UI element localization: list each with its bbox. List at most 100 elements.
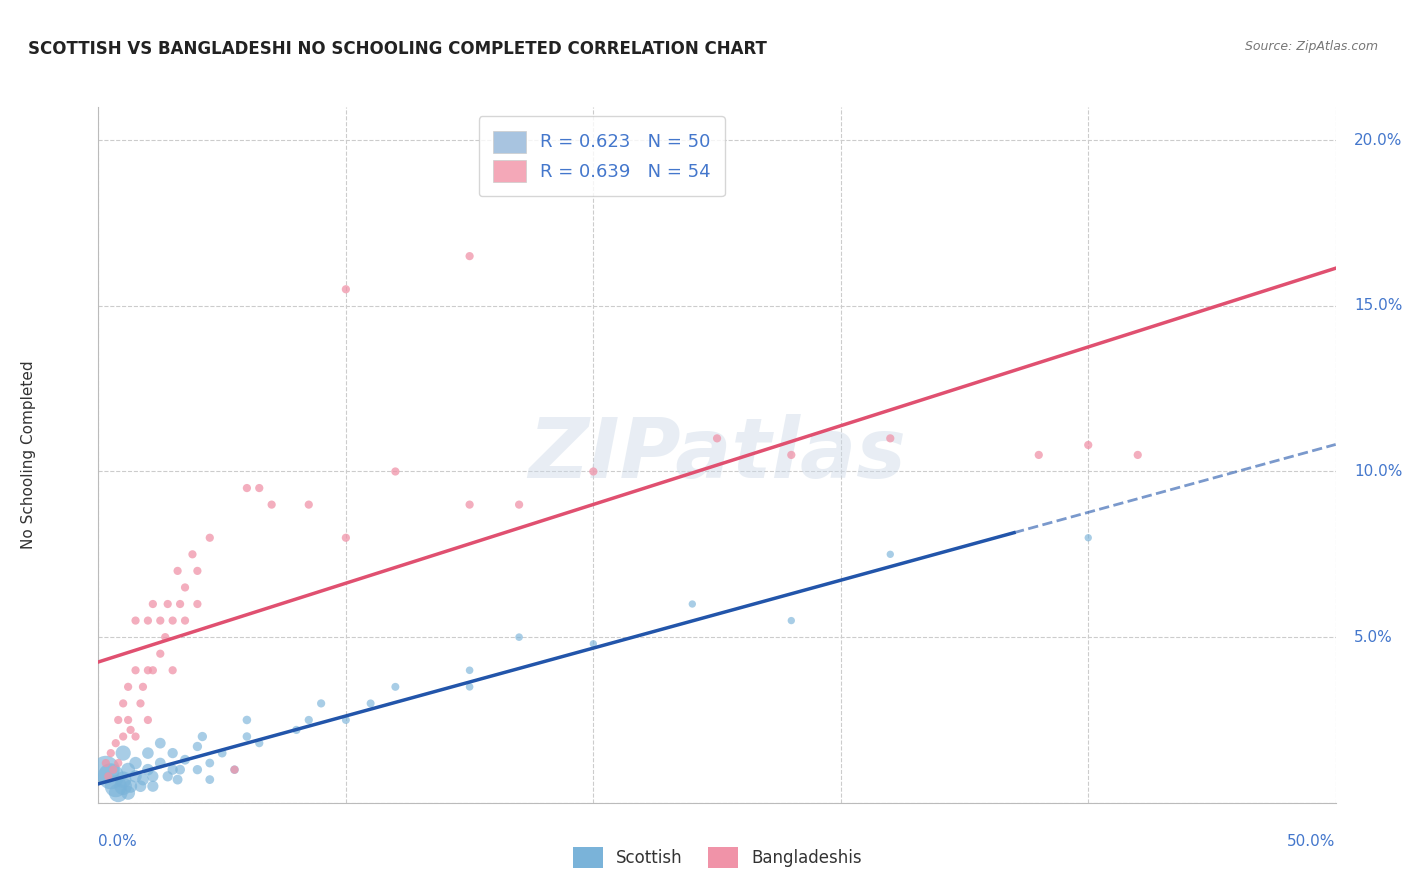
Text: SCOTTISH VS BANGLADESHI NO SCHOOLING COMPLETED CORRELATION CHART: SCOTTISH VS BANGLADESHI NO SCHOOLING COM…	[28, 40, 768, 58]
Point	[149, 614, 172, 628]
Point	[198, 756, 221, 770]
Point	[136, 614, 159, 628]
Point	[112, 772, 135, 787]
Point	[174, 614, 197, 628]
Point	[124, 769, 146, 783]
Point	[458, 498, 481, 512]
Point	[124, 730, 146, 744]
Point	[174, 581, 197, 595]
Point	[136, 746, 159, 760]
Point	[136, 663, 159, 677]
Point	[236, 713, 259, 727]
Point	[142, 597, 165, 611]
Point	[142, 779, 165, 793]
Legend: Scottish, Bangladeshis: Scottish, Bangladeshis	[567, 841, 868, 874]
Point	[124, 614, 146, 628]
Point	[94, 756, 117, 770]
Point	[155, 630, 177, 644]
Point	[149, 736, 172, 750]
Point	[582, 637, 605, 651]
Point	[117, 713, 139, 727]
Point	[132, 680, 155, 694]
Point	[124, 756, 146, 770]
Point	[181, 547, 204, 561]
Point	[335, 531, 357, 545]
Point	[260, 498, 283, 512]
Point	[198, 531, 221, 545]
Point	[1077, 438, 1099, 452]
Text: ZIPatlas: ZIPatlas	[529, 415, 905, 495]
Point	[142, 769, 165, 783]
Text: 50.0%: 50.0%	[1288, 834, 1336, 849]
Point	[780, 448, 803, 462]
Point	[879, 547, 901, 561]
Point	[247, 736, 270, 750]
Point	[104, 779, 127, 793]
Point	[335, 713, 357, 727]
Point	[309, 697, 332, 711]
Point	[384, 465, 406, 479]
Point	[335, 282, 357, 296]
Point	[1028, 448, 1050, 462]
Point	[508, 498, 530, 512]
Point	[236, 730, 259, 744]
Point	[186, 564, 208, 578]
Point	[191, 730, 214, 744]
Point	[582, 465, 605, 479]
Point	[298, 713, 321, 727]
Point	[156, 769, 179, 783]
Text: 5.0%: 5.0%	[1354, 630, 1393, 645]
Point	[136, 763, 159, 777]
Point	[117, 680, 139, 694]
Point	[117, 786, 139, 800]
Point	[136, 713, 159, 727]
Point	[132, 772, 155, 787]
Point	[298, 498, 321, 512]
Point	[285, 723, 308, 737]
Point	[1077, 531, 1099, 545]
Point	[186, 763, 208, 777]
Text: Source: ZipAtlas.com: Source: ZipAtlas.com	[1244, 40, 1378, 54]
Point	[107, 713, 129, 727]
Point	[104, 736, 127, 750]
Point	[186, 597, 208, 611]
Point	[107, 786, 129, 800]
Point	[236, 481, 259, 495]
Point	[112, 730, 135, 744]
Point	[112, 746, 135, 760]
Point	[100, 769, 122, 783]
Point	[129, 779, 152, 793]
Text: 10.0%: 10.0%	[1354, 464, 1403, 479]
Point	[120, 723, 142, 737]
Point	[112, 697, 135, 711]
Point	[100, 746, 122, 760]
Point	[149, 647, 172, 661]
Point	[247, 481, 270, 495]
Point	[162, 746, 184, 760]
Point	[174, 753, 197, 767]
Point	[681, 597, 703, 611]
Point	[224, 763, 246, 777]
Point	[166, 772, 188, 787]
Point	[224, 763, 246, 777]
Point	[1126, 448, 1149, 462]
Point	[186, 739, 208, 754]
Point	[169, 763, 191, 777]
Point	[107, 756, 129, 770]
Point	[458, 680, 481, 694]
Point	[129, 697, 152, 711]
Point	[117, 763, 139, 777]
Point	[149, 756, 172, 770]
Point	[166, 564, 188, 578]
Text: 0.0%: 0.0%	[98, 834, 138, 849]
Point	[156, 597, 179, 611]
Point	[142, 663, 165, 677]
Point	[360, 697, 382, 711]
Text: 20.0%: 20.0%	[1354, 133, 1403, 148]
Point	[162, 763, 184, 777]
Text: No Schooling Completed: No Schooling Completed	[21, 360, 35, 549]
Point	[384, 680, 406, 694]
Point	[879, 431, 901, 445]
Point	[458, 249, 481, 263]
Point	[112, 779, 135, 793]
